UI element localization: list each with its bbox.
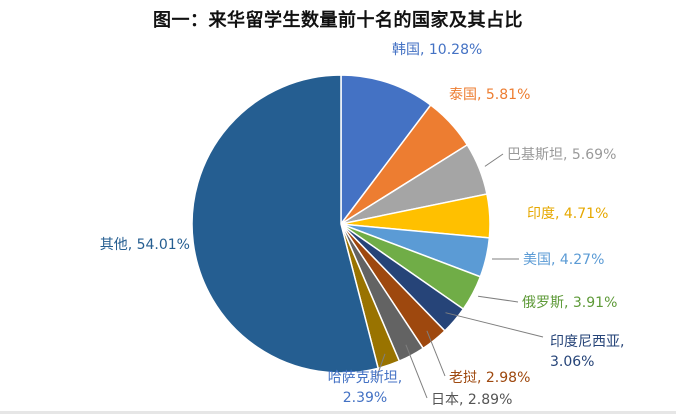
slice-label-6: 印度尼西亚, 3.06% [550,334,624,370]
leader-line-7 [426,330,446,377]
bottom-divider [0,411,676,414]
slice-label-7: 老挝, 2.98% [449,370,530,386]
pie-slice-10 [191,74,380,374]
slice-label-4: 美国, 4.27% [523,252,604,268]
pie-slice-0 [340,74,432,227]
leader-line-8 [405,344,428,399]
leader-line-6 [445,312,544,338]
slice-label-8: 日本, 2.89% [431,392,512,408]
slice-labels: 韩国, 10.28% 泰国, 5.81% 巴基斯坦, 5.69% 印度, 4.71% 美… [100,42,625,408]
slice-label-9: 哈萨克斯坦, 2.39% [328,370,402,406]
chart-title: 图一：来华留学生数量前十名的国家及其占比 [153,10,523,31]
leader-line-9 [376,353,386,377]
pie-slices [191,74,491,374]
slice-label-5: 俄罗斯, 3.91% [522,295,617,311]
slice-label-0: 韩国, 10.28% [392,42,482,58]
slice-label-1: 泰国, 5.81% [449,87,530,103]
slice-label-3: 印度, 4.71% [527,206,608,222]
leader-line-2 [484,153,504,167]
slice-label-10: 其他, 54.01% [100,237,190,253]
leader-line-5 [478,295,519,303]
slice-label-2: 巴基斯坦, 5.69% [507,146,616,163]
leader-lines [376,153,544,399]
